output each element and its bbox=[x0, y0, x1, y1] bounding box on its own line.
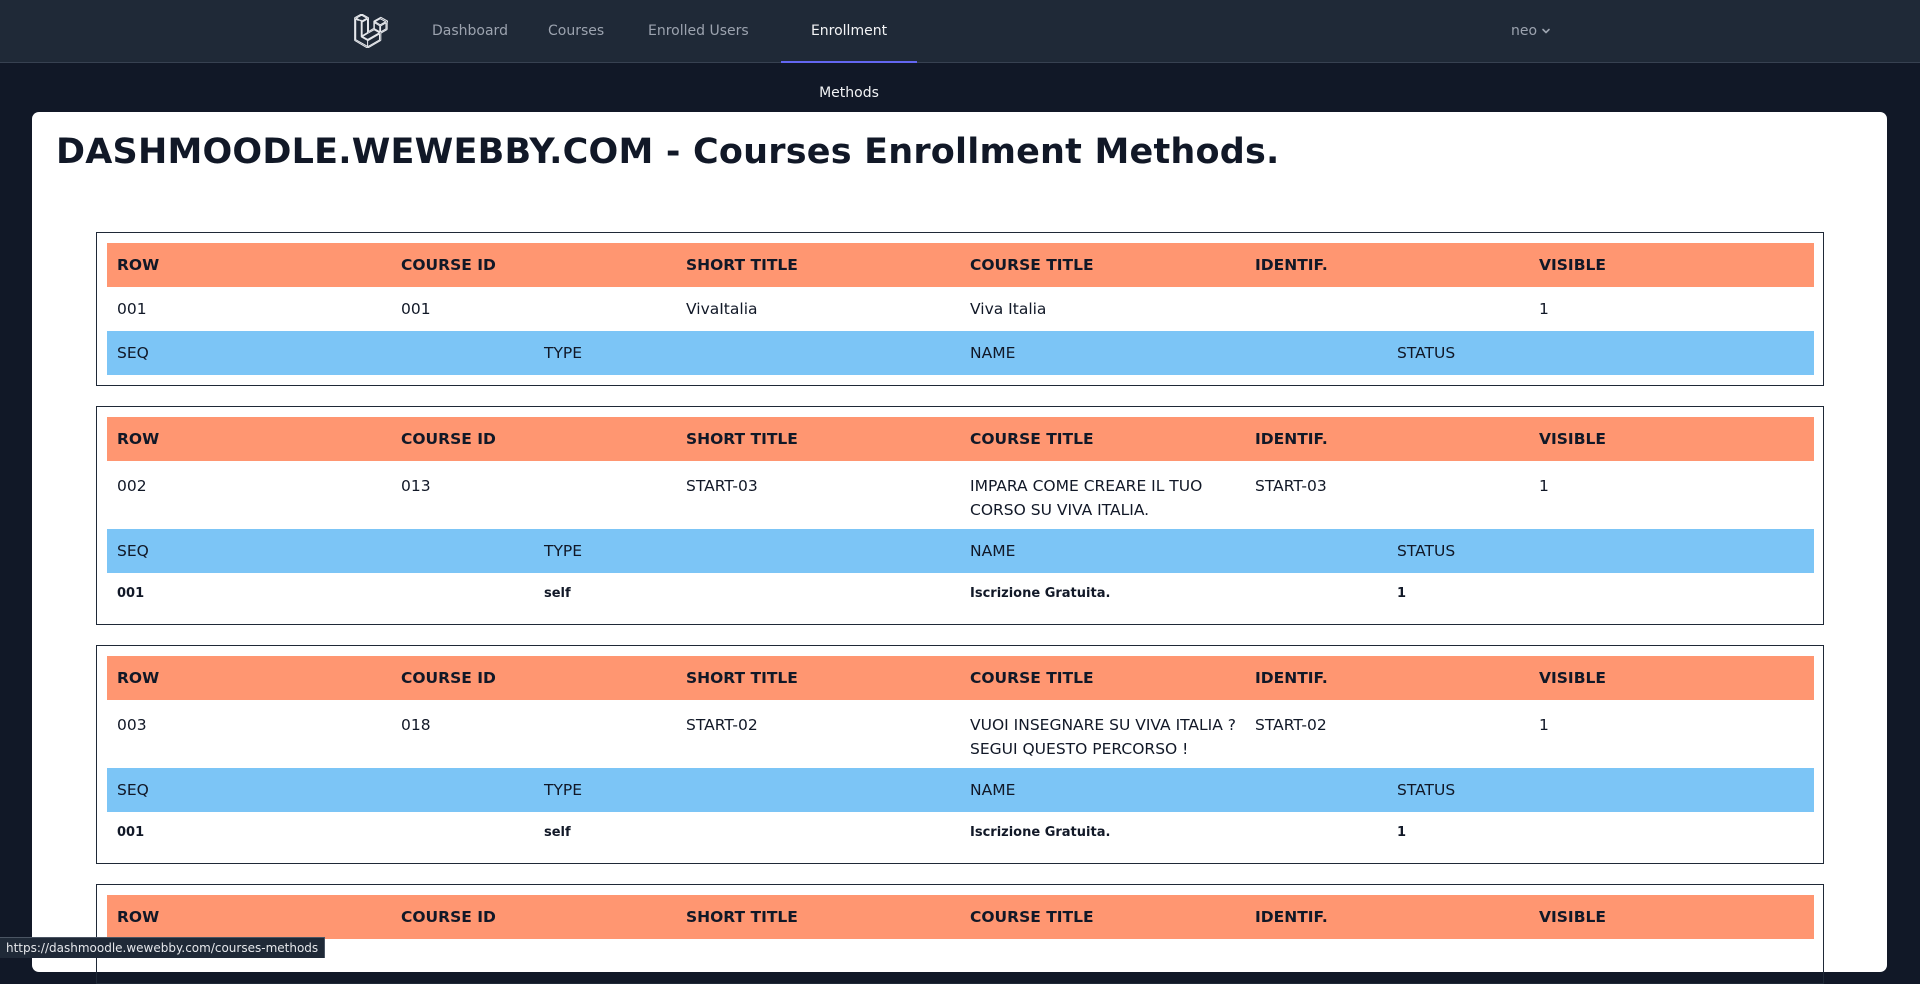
column-header-course-title: COURSE TITLE bbox=[970, 908, 1094, 926]
course-header-row: ROW COURSE ID SHORT TITLE COURSE TITLE I… bbox=[107, 243, 1814, 287]
course-data-row: 001 001 VivaItalia Viva Italia 1 bbox=[107, 287, 1814, 331]
course-block: ROW COURSE ID SHORT TITLE COURSE TITLE I… bbox=[96, 232, 1824, 386]
cell-seq: 001 bbox=[117, 586, 145, 601]
column-header-status: STATUS bbox=[1397, 344, 1456, 362]
page-title: DASHMOODLE.WEWEBBY.COM - Courses Enrollm… bbox=[56, 132, 1280, 172]
column-header-status: STATUS bbox=[1397, 781, 1456, 799]
course-block: ROW COURSE ID SHORT TITLE COURSE TITLE I… bbox=[96, 884, 1824, 984]
course-header-row: ROW COURSE ID SHORT TITLE COURSE TITLE I… bbox=[107, 895, 1814, 939]
cell-seq: 001 bbox=[117, 825, 145, 840]
column-header-course-title: COURSE TITLE bbox=[970, 430, 1094, 448]
cell-identif bbox=[1245, 287, 1255, 297]
column-header-visible: VISIBLE bbox=[1539, 908, 1606, 926]
user-name: neo bbox=[1511, 23, 1538, 39]
method-header-row: SEQ TYPE NAME STATUS bbox=[107, 529, 1814, 573]
column-header-identif: IDENTIF. bbox=[1255, 256, 1328, 274]
column-header-seq: SEQ bbox=[117, 542, 149, 560]
course-data-row: 002 013 START-03 IMPARA COME CREARE IL T… bbox=[107, 461, 1814, 529]
column-header-type: TYPE bbox=[544, 344, 583, 362]
column-header-short-title: SHORT TITLE bbox=[686, 908, 798, 926]
column-header-course-id: COURSE ID bbox=[401, 669, 496, 687]
column-header-short-title: SHORT TITLE bbox=[686, 430, 798, 448]
main-content-card: DASHMOODLE.WEWEBBY.COM - Courses Enrollm… bbox=[32, 112, 1887, 984]
cell-status: 1 bbox=[1397, 825, 1407, 840]
column-header-seq: SEQ bbox=[117, 344, 149, 362]
column-header-row: ROW bbox=[117, 256, 160, 274]
cell-course-id: 001 bbox=[401, 300, 431, 318]
column-header-row: ROW bbox=[117, 908, 160, 926]
column-header-course-id: COURSE ID bbox=[401, 430, 496, 448]
column-header-row: ROW bbox=[117, 430, 160, 448]
column-header-identif: IDENTIF. bbox=[1255, 669, 1328, 687]
course-data-row: 003 018 START-02 VUOI INSEGNARE SU VIVA … bbox=[107, 700, 1814, 768]
nav-link-dashboard[interactable]: Dashboard bbox=[432, 23, 508, 39]
user-menu[interactable]: neo bbox=[1511, 0, 1551, 63]
cell-type: self bbox=[544, 586, 571, 601]
cell-type: self bbox=[544, 825, 571, 840]
method-data-row: 001 self Iscrizione Gratuita. 1 bbox=[107, 573, 1814, 625]
cell-row: 003 bbox=[117, 716, 147, 734]
cell-course-title: Viva Italia bbox=[970, 300, 1047, 318]
column-header-short-title: SHORT TITLE bbox=[686, 256, 798, 274]
column-header-short-title: SHORT TITLE bbox=[686, 669, 798, 687]
column-header-visible: VISIBLE bbox=[1539, 430, 1606, 448]
cell-short-title: START-03 bbox=[686, 477, 758, 495]
column-header-course-title: COURSE TITLE bbox=[970, 256, 1094, 274]
method-header-row: SEQ TYPE NAME STATUS bbox=[107, 331, 1814, 375]
column-header-row: ROW bbox=[117, 669, 160, 687]
laravel-logo-icon[interactable] bbox=[354, 14, 388, 48]
nav-link-enrolled-users[interactable]: Enrolled Users bbox=[648, 23, 749, 39]
cell-course-id: 018 bbox=[401, 716, 431, 734]
column-header-type: TYPE bbox=[544, 542, 583, 560]
column-header-identif: IDENTIF. bbox=[1255, 430, 1328, 448]
cell-course-title: IMPARA COME CREARE IL TUO CORSO SU VIVA … bbox=[970, 477, 1203, 519]
column-header-visible: VISIBLE bbox=[1539, 669, 1606, 687]
cell-short-title: START-02 bbox=[686, 716, 758, 734]
column-header-name: NAME bbox=[970, 781, 1016, 799]
cell-visible: 1 bbox=[1539, 716, 1549, 734]
course-block: ROW COURSE ID SHORT TITLE COURSE TITLE I… bbox=[96, 406, 1824, 625]
column-header-name: NAME bbox=[970, 344, 1016, 362]
top-navigation-bar: Dashboard Courses Enrolled Users Enrollm… bbox=[0, 0, 1920, 101]
column-header-status: STATUS bbox=[1397, 542, 1456, 560]
cell-row: 002 bbox=[117, 477, 147, 495]
column-header-identif: IDENTIF. bbox=[1255, 908, 1328, 926]
column-header-type: TYPE bbox=[544, 781, 583, 799]
column-header-visible: VISIBLE bbox=[1539, 256, 1606, 274]
column-header-seq: SEQ bbox=[117, 781, 149, 799]
status-bar-url: https://dashmoodle.wewebby.com/courses-m… bbox=[0, 937, 326, 958]
cell-name: Iscrizione Gratuita. bbox=[970, 825, 1111, 840]
nav-link-courses[interactable]: Courses bbox=[548, 23, 605, 39]
course-block: ROW COURSE ID SHORT TITLE COURSE TITLE I… bbox=[96, 645, 1824, 864]
cell-visible: 1 bbox=[1539, 477, 1549, 495]
course-header-row: ROW COURSE ID SHORT TITLE COURSE TITLE I… bbox=[107, 656, 1814, 700]
column-header-course-id: COURSE ID bbox=[401, 256, 496, 274]
column-header-name: NAME bbox=[970, 542, 1016, 560]
course-header-row: ROW COURSE ID SHORT TITLE COURSE TITLE I… bbox=[107, 417, 1814, 461]
cell-identif: START-03 bbox=[1255, 477, 1327, 495]
cell-status: 1 bbox=[1397, 586, 1407, 601]
cell-visible: 1 bbox=[1539, 300, 1549, 318]
column-header-course-id: COURSE ID bbox=[401, 908, 496, 926]
chevron-down-icon bbox=[1542, 28, 1550, 34]
column-header-course-title: COURSE TITLE bbox=[970, 669, 1094, 687]
method-data-row: 001 self Iscrizione Gratuita. 1 bbox=[107, 812, 1814, 864]
cell-row: 001 bbox=[117, 300, 147, 318]
nav-link-enrollment-methods[interactable]: Enrollment Methods bbox=[781, 0, 917, 101]
cell-identif: START-02 bbox=[1255, 716, 1327, 734]
cell-course-title: VUOI INSEGNARE SU VIVA ITALIA ? SEGUI QU… bbox=[970, 716, 1236, 758]
cell-name: Iscrizione Gratuita. bbox=[970, 586, 1111, 601]
method-header-row: SEQ TYPE NAME STATUS bbox=[107, 768, 1814, 812]
cell-course-id: 013 bbox=[401, 477, 431, 495]
cell-short-title: VivaItalia bbox=[686, 300, 758, 318]
